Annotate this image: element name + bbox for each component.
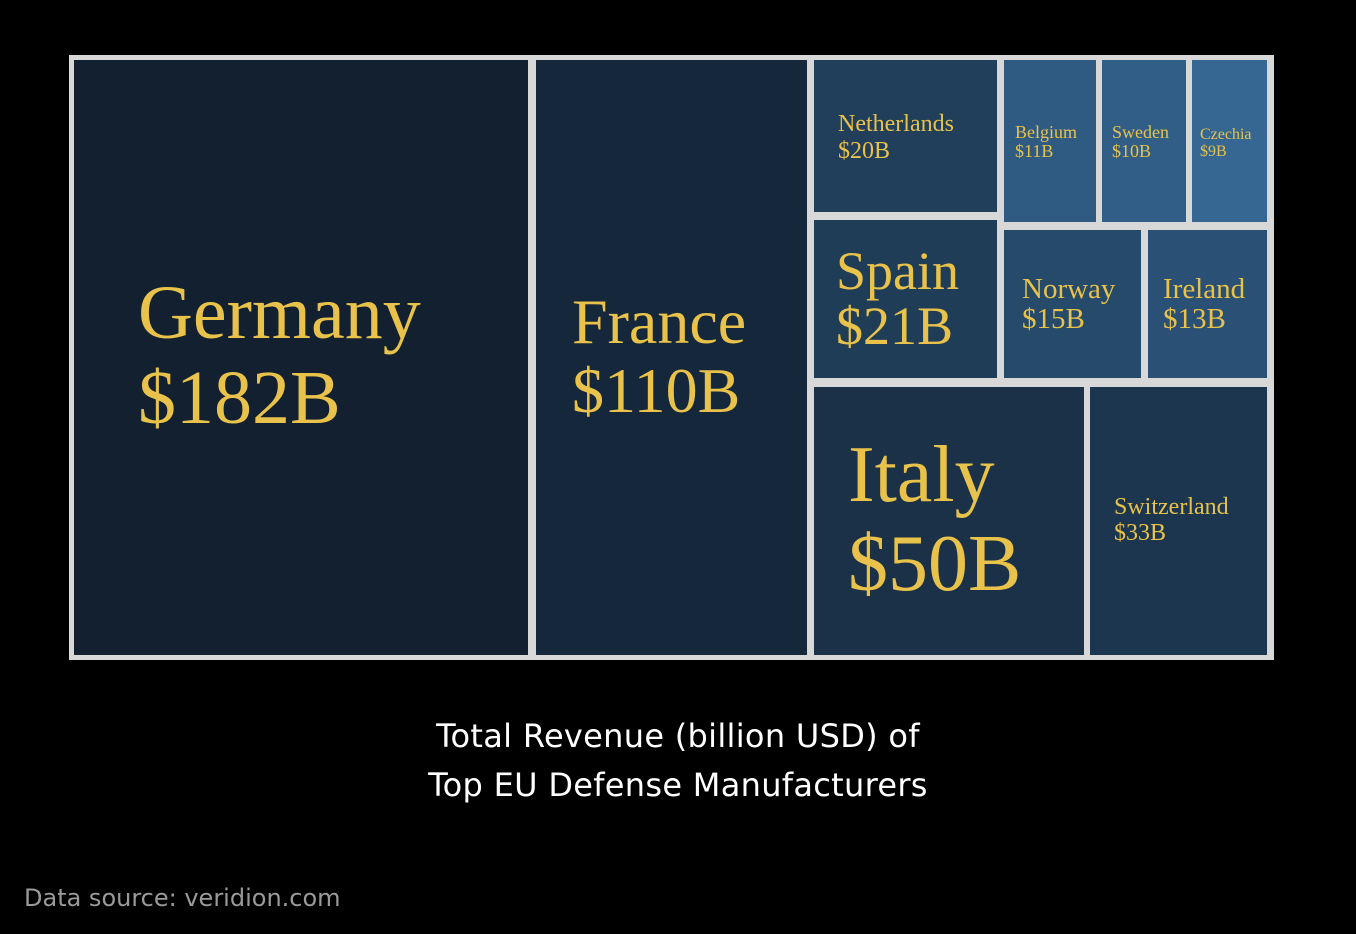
tile-norway (1004, 230, 1141, 378)
tile-label-czechia: Czechia (1200, 126, 1252, 143)
tile-label-france: France (572, 286, 746, 357)
data-source-note: Data source: veridion.com (24, 884, 341, 912)
tile-label-switzerland: Switzerland (1114, 494, 1229, 520)
tile-label-netherlands: Netherlands (838, 111, 954, 137)
treemap-svg: Germany$182B France$110B Italy$50B Switzerl… (69, 55, 1274, 660)
tile-czechia (1192, 60, 1267, 222)
tile-label-italy: Italy (848, 431, 995, 519)
tile-label-belgium: Belgium (1015, 122, 1077, 142)
tile-value-belgium: $11B (1015, 141, 1053, 161)
tile-value-france: $110B (572, 355, 740, 426)
tile-netherlands (814, 60, 997, 212)
tile-label-spain: Spain (836, 241, 959, 301)
tile-label-ireland: Ireland (1163, 273, 1246, 305)
tile-germany (74, 60, 528, 655)
tile-switzerland (1090, 387, 1267, 655)
tile-label-germany: Germany (138, 271, 421, 355)
tile-value-spain: $21B (836, 296, 953, 356)
tile-value-sweden: $10B (1112, 141, 1151, 161)
tile-value-ireland: $13B (1163, 303, 1226, 335)
caption-line-1: Total Revenue (billion USD) of (436, 717, 920, 755)
tile-label-norway: Norway (1022, 273, 1116, 305)
treemap-chart: Germany $182B France $110B Italy $50B Switzerl… (69, 55, 1274, 660)
tile-value-germany: $182B (138, 356, 341, 440)
tile-ireland (1148, 230, 1267, 378)
tile-belgium (1004, 60, 1096, 222)
tile-sweden (1102, 60, 1186, 222)
tile-value-italy: $50B (848, 520, 1021, 608)
tile-spain (814, 220, 997, 378)
treemap-tiles: Germany$182B France$110B Italy$50B Switzerl… (74, 60, 1267, 655)
tile-value-norway: $15B (1022, 303, 1085, 335)
tile-value-netherlands: $20B (838, 138, 890, 164)
tile-france (536, 60, 807, 655)
chart-caption: Total Revenue (billion USD) of Top EU De… (0, 712, 1356, 810)
caption-line-2: Top EU Defense Manufacturers (428, 766, 928, 804)
tile-value-czechia: $9B (1200, 143, 1227, 160)
tile-italy (814, 387, 1084, 655)
tile-value-switzerland: $33B (1114, 520, 1166, 546)
tile-label-sweden: Sweden (1112, 122, 1169, 142)
